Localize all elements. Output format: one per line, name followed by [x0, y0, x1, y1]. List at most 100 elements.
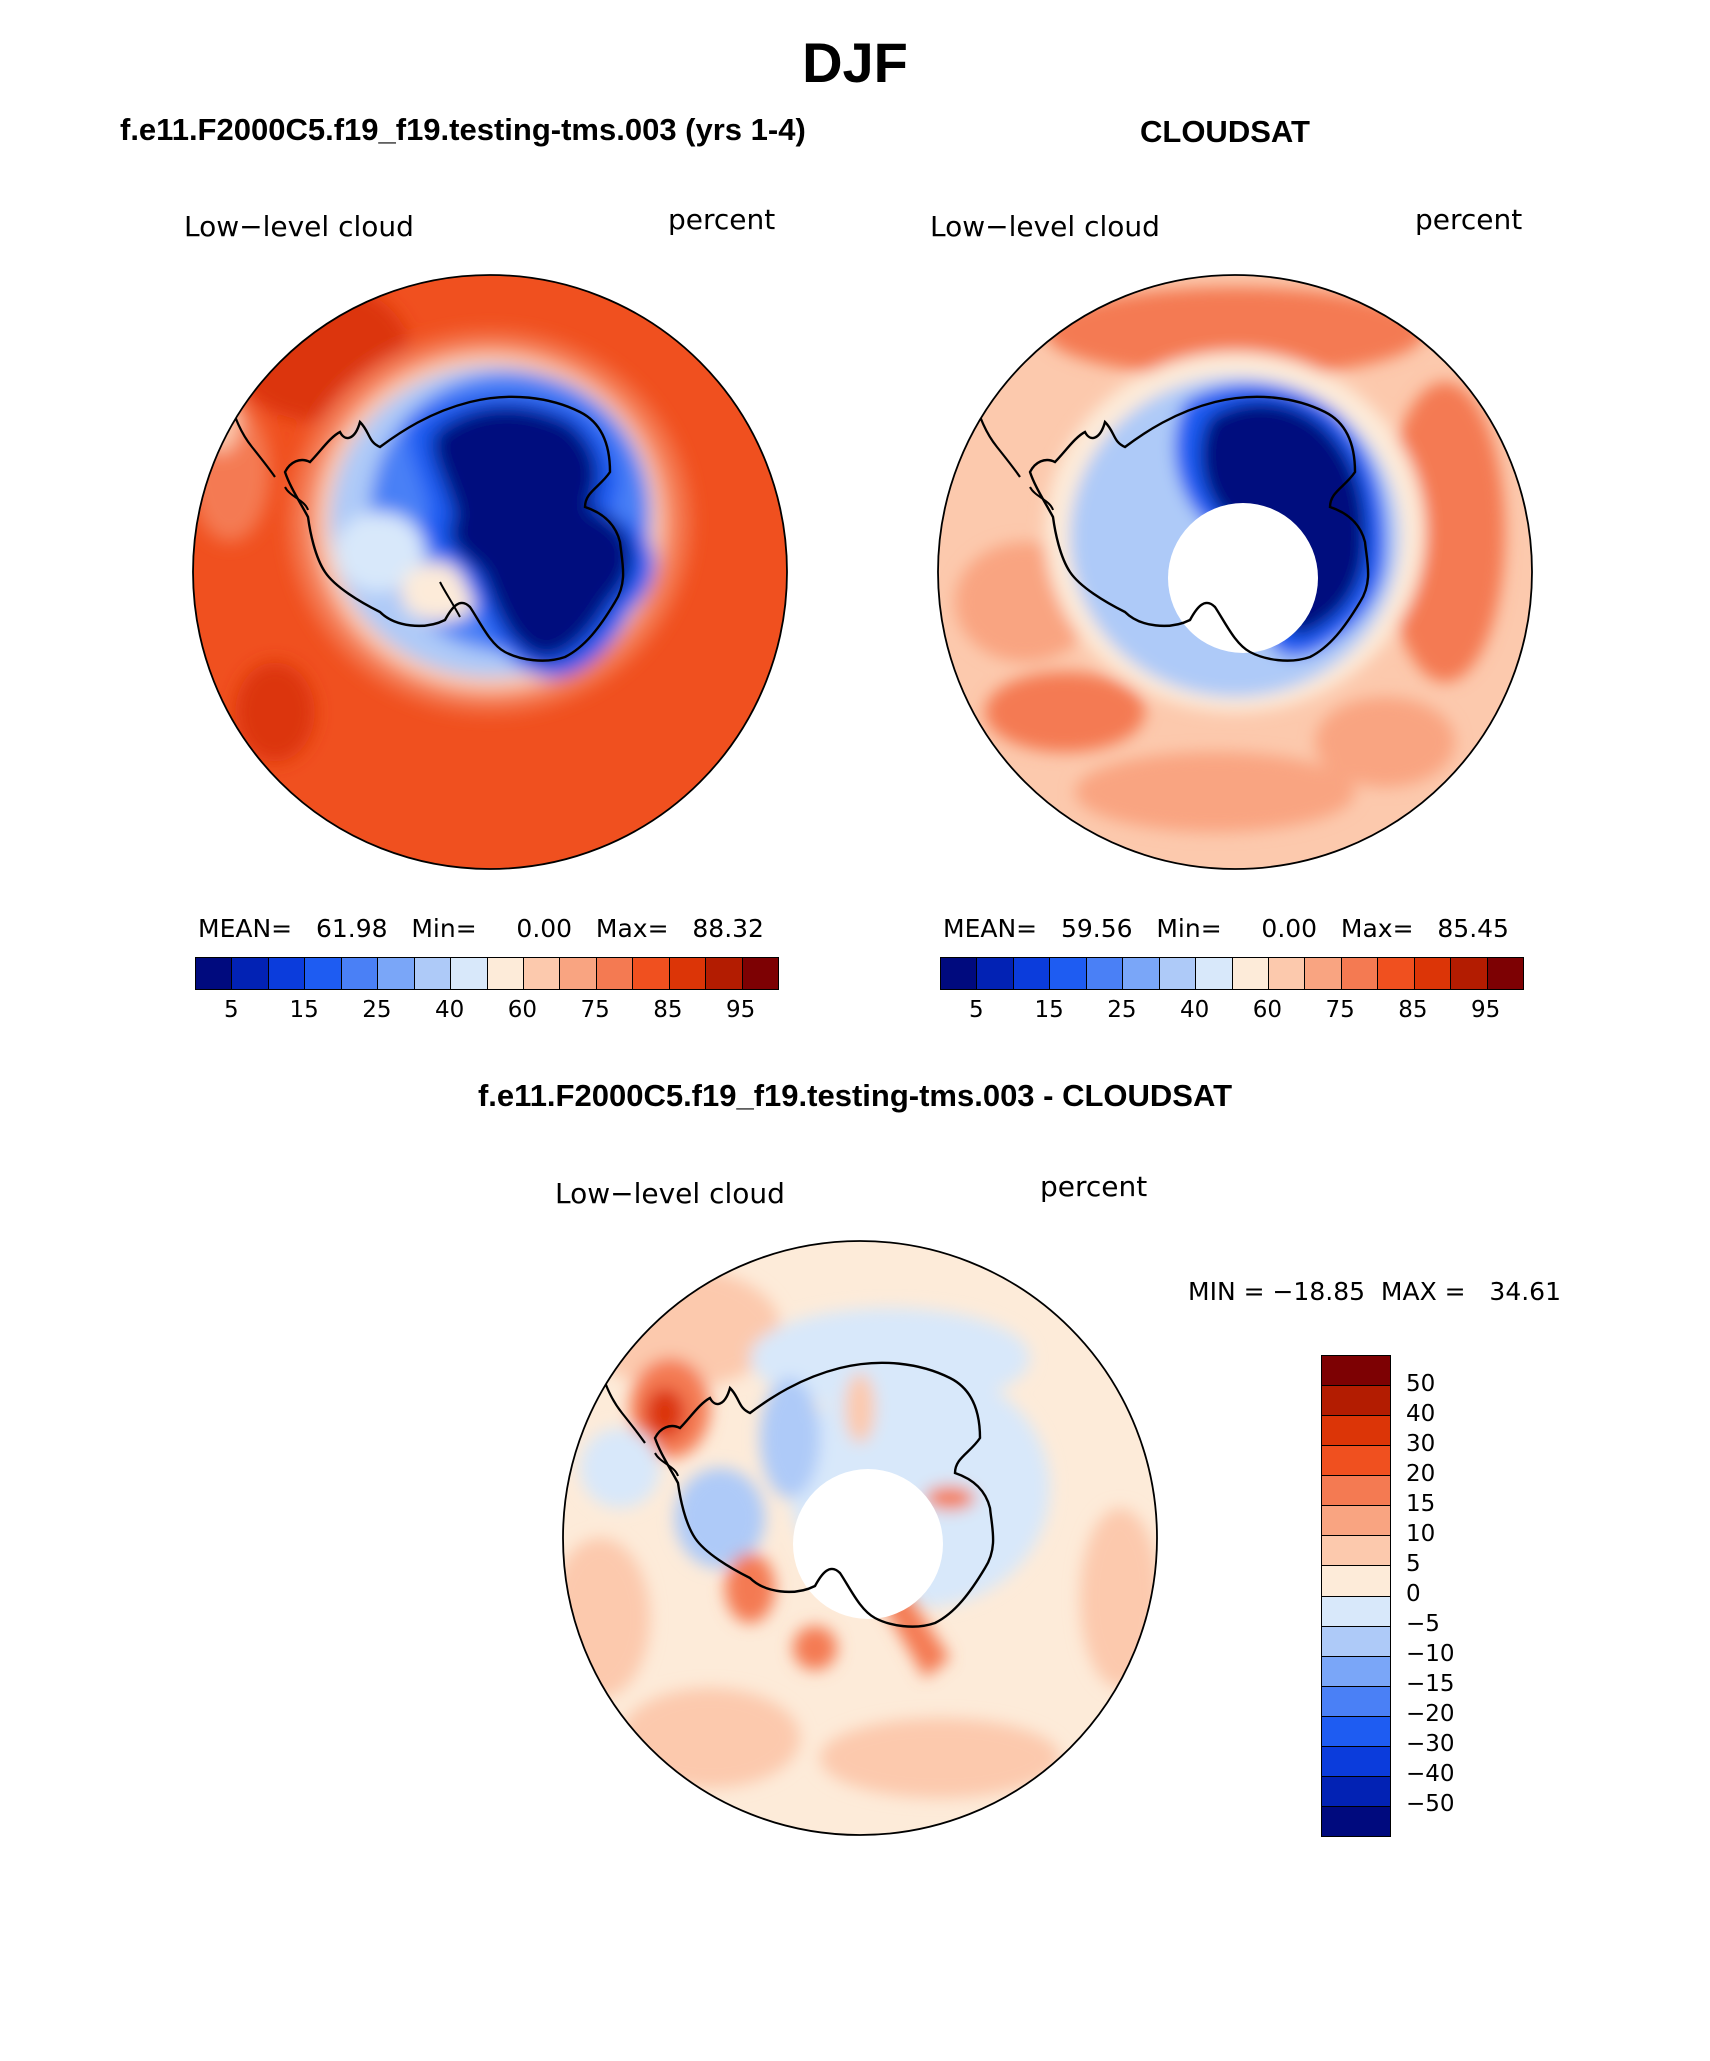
model-colorbar: [195, 957, 779, 990]
colorbar-box: [706, 958, 743, 989]
colorbar-box: [451, 958, 488, 989]
colorbar-tick-label: 40: [1406, 1401, 1436, 1427]
colorbar-box: [1322, 1356, 1390, 1387]
colorbar-box: [1378, 958, 1415, 989]
colorbar-tick-label: 25: [362, 997, 392, 1023]
colorbar-tick-label: 15: [289, 997, 319, 1023]
model-units-label: percent: [668, 203, 776, 236]
colorbar-box: [414, 958, 452, 989]
colorbar-box: [378, 958, 415, 989]
colorbar-tick-label: −40: [1406, 1761, 1455, 1787]
colorbar-tick-label: 20: [1406, 1461, 1436, 1487]
colorbar-box: [1232, 958, 1269, 989]
colorbar-tick-label: 40: [434, 997, 465, 1023]
colorbar-box: [669, 958, 707, 989]
colorbar-box: [1322, 1806, 1390, 1836]
obs-colorbar-labels: 5 15 25 40 60 75 85 95: [940, 997, 1522, 1027]
colorbar-tick-label: 15: [1406, 1491, 1436, 1517]
colorbar-box: [1013, 958, 1051, 989]
diff-units-label: percent: [1040, 1170, 1148, 1203]
diff-variable-label: Low−level cloud: [555, 1177, 785, 1210]
colorbar-box: [1050, 958, 1087, 989]
colorbar-box: [560, 958, 597, 989]
colorbar-box: [1487, 958, 1523, 989]
colorbar-box: [1322, 1656, 1390, 1687]
colorbar-tick-label: 95: [1470, 997, 1501, 1023]
colorbar-box: [1159, 958, 1197, 989]
colorbar-box: [268, 958, 306, 989]
colorbar-tick-label: 0: [1406, 1581, 1421, 1607]
colorbar-box: [941, 958, 978, 989]
obs-colorbar: [940, 957, 1524, 990]
model-variable-label: Low−level cloud: [184, 210, 414, 243]
colorbar-box: [1322, 1776, 1390, 1807]
obs-polar-map: [937, 274, 1533, 870]
model-stats: MEAN= 61.98 Min= 0.00 Max= 88.32: [198, 914, 764, 943]
colorbar-box: [305, 958, 342, 989]
colorbar-box: [341, 958, 379, 989]
obs-stats: MEAN= 59.56 Min= 0.00 Max= 85.45: [943, 914, 1509, 943]
colorbar-tick-label: −15: [1406, 1671, 1455, 1697]
colorbar-box: [977, 958, 1014, 989]
colorbar-tick-label: 85: [1398, 997, 1428, 1023]
colorbar-box: [1322, 1476, 1390, 1507]
obs-panel-title: CLOUDSAT: [1140, 114, 1310, 149]
colorbar-box: [1123, 958, 1160, 989]
colorbar-box: [1322, 1686, 1390, 1717]
colorbar-tick-label: 50: [1406, 1371, 1436, 1397]
colorbar-tick-label: 25: [1107, 997, 1137, 1023]
model-polar-map: [192, 274, 788, 870]
diff-panel-title: f.e11.F2000C5.f19_f19.testing-tms.003 - …: [477, 1078, 1233, 1113]
diff-colorbar-labels: 50 40 30 20 15 10 5 0 −5 −10 −15 −20 −30 −40 −50: [1398, 1355, 1488, 1835]
colorbar-box: [1196, 958, 1233, 989]
colorbar-tick-label: 15: [1034, 997, 1064, 1023]
colorbar-box: [232, 958, 269, 989]
colorbar-tick-label: 40: [1179, 997, 1210, 1023]
colorbar-tick-label: −30: [1406, 1731, 1455, 1757]
colorbar-box: [1322, 1506, 1390, 1537]
colorbar-box: [596, 958, 634, 989]
colorbar-tick-label: 30: [1406, 1431, 1436, 1457]
colorbar-tick-label: 85: [653, 997, 683, 1023]
colorbar-tick-label: 5: [224, 997, 239, 1023]
colorbar-box: [1322, 1716, 1390, 1747]
colorbar-tick-label: 5: [969, 997, 984, 1023]
colorbar-box: [1268, 958, 1306, 989]
main-title: DJF: [802, 31, 908, 94]
colorbar-tick-label: −20: [1406, 1701, 1455, 1727]
colorbar-box: [196, 958, 233, 989]
colorbar-tick-label: 75: [580, 997, 610, 1023]
colorbar-box: [1086, 958, 1124, 989]
colorbar-box: [1322, 1416, 1390, 1447]
colorbar-box: [1305, 958, 1342, 989]
colorbar-box: [1451, 958, 1488, 989]
colorbar-box: [1322, 1536, 1390, 1567]
colorbar-box: [1322, 1596, 1390, 1627]
obs-units-label: percent: [1415, 203, 1523, 236]
colorbar-box: [1414, 958, 1452, 989]
obs-variable-label: Low−level cloud: [930, 210, 1160, 243]
model-panel-title: f.e11.F2000C5.f19_f19.testing-tms.003 (y…: [120, 112, 806, 147]
colorbar-box: [1322, 1626, 1390, 1657]
colorbar-box: [1341, 958, 1379, 989]
diff-stats: MIN = −18.85 MAX = 34.61: [1188, 1277, 1561, 1306]
colorbar-box: [633, 958, 670, 989]
colorbar-box: [1322, 1566, 1390, 1597]
colorbar-box: [523, 958, 561, 989]
model-colorbar-labels: 5 15 25 40 60 75 85 95: [195, 997, 777, 1027]
colorbar-tick-label: 10: [1406, 1521, 1436, 1547]
colorbar-tick-label: 95: [725, 997, 756, 1023]
colorbar-tick-label: −10: [1406, 1641, 1455, 1667]
diff-polar-map: [562, 1240, 1158, 1836]
colorbar-box: [1322, 1746, 1390, 1777]
colorbar-box: [1322, 1386, 1390, 1417]
diff-colorbar: [1321, 1355, 1391, 1837]
colorbar-tick-label: 5: [1406, 1551, 1421, 1577]
colorbar-box: [487, 958, 524, 989]
colorbar-box: [742, 958, 778, 989]
colorbar-tick-label: 60: [1252, 997, 1283, 1023]
colorbar-tick-label: 75: [1325, 997, 1355, 1023]
colorbar-tick-label: 60: [507, 997, 538, 1023]
colorbar-tick-label: −5: [1406, 1611, 1440, 1637]
colorbar-tick-label: −50: [1406, 1791, 1455, 1817]
